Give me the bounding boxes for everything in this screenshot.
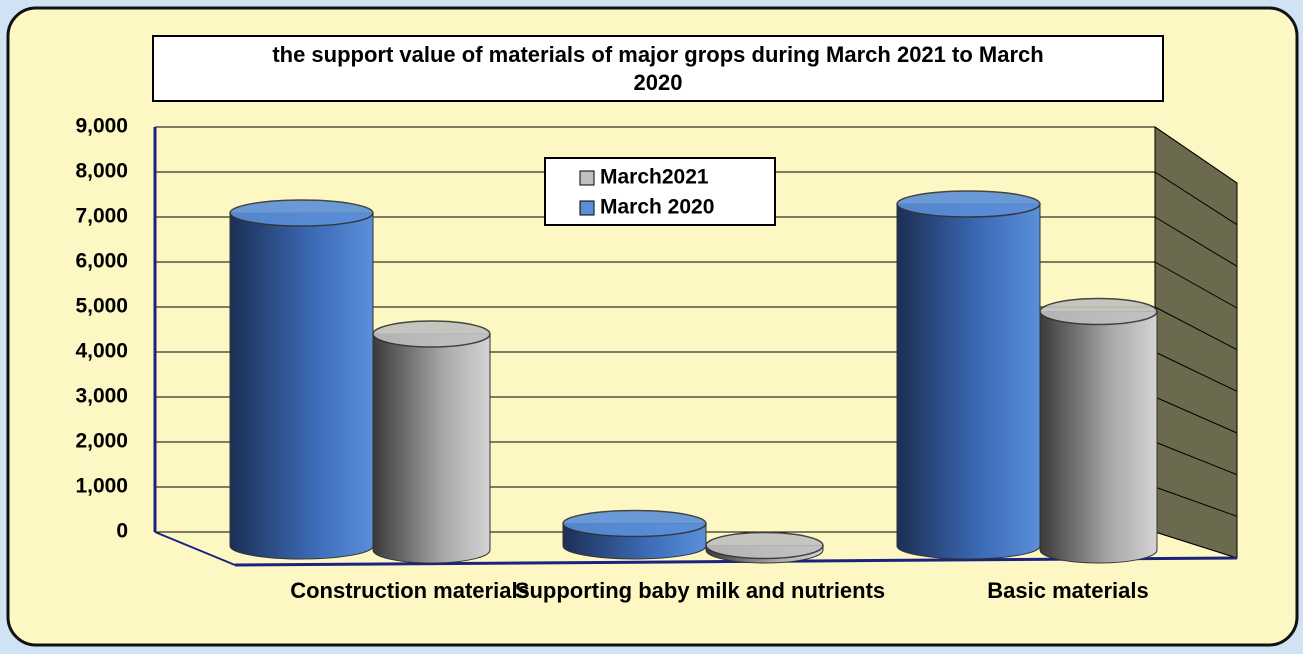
side-grid-line xyxy=(1154,486,1238,517)
y-tick-label: 6,000 xyxy=(75,250,128,273)
x-tick-label: Basic materials xyxy=(987,578,1148,603)
side-grid-line xyxy=(1154,171,1238,226)
legend-label: March 2020 xyxy=(600,196,714,219)
cylinder-top xyxy=(229,199,374,227)
cylinder-top xyxy=(705,531,824,560)
cylinder-top xyxy=(562,509,707,538)
y-tick-label: 3,000 xyxy=(75,385,128,408)
cylinder xyxy=(896,203,1041,560)
side-grid-line xyxy=(1154,126,1238,184)
y-tick-label: 7,000 xyxy=(75,205,128,228)
x-tick-label: Supporting baby milk and nutrients xyxy=(515,578,885,603)
cylinder xyxy=(229,212,374,560)
chart-title: the support value of materials of major … xyxy=(272,42,1043,95)
side-grid-line xyxy=(1154,306,1238,351)
side-grid-line xyxy=(1154,396,1238,434)
title-box xyxy=(152,35,1164,102)
side-wall xyxy=(1154,126,1238,559)
y-tick-label: 1,000 xyxy=(75,475,128,498)
y-tick-label: 0 xyxy=(116,520,128,543)
y-tick-label: 8,000 xyxy=(75,160,128,183)
cylinder-top xyxy=(896,190,1041,218)
y-tick-label: 5,000 xyxy=(75,295,128,318)
side-grid-line xyxy=(1154,216,1238,267)
y-tick-label: 4,000 xyxy=(75,340,128,363)
legend-swatch xyxy=(579,170,595,186)
side-grid-line xyxy=(1154,531,1238,559)
cylinder-top xyxy=(372,320,491,348)
legend-label: March2021 xyxy=(600,166,709,189)
cylinder xyxy=(372,333,491,564)
cylinder xyxy=(1039,311,1158,564)
floor-edge xyxy=(154,531,236,566)
side-grid-line xyxy=(1154,351,1238,392)
y-tick-label: 9,000 xyxy=(75,115,128,138)
y-tick-label: 2,000 xyxy=(75,430,128,453)
side-grid-line xyxy=(1154,261,1238,309)
x-tick-label: Construction materials xyxy=(290,578,530,603)
cylinder-top xyxy=(1039,297,1158,326)
side-grid-line xyxy=(1154,441,1238,476)
legend-swatch xyxy=(579,200,595,216)
